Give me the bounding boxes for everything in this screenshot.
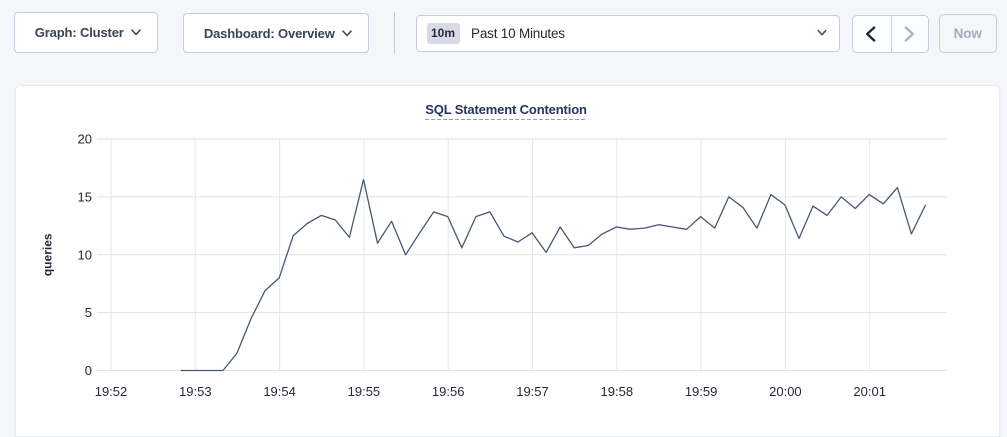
svg-text:19:54: 19:54 xyxy=(263,384,296,399)
svg-text:19:52: 19:52 xyxy=(95,384,128,399)
svg-text:19:58: 19:58 xyxy=(601,384,634,399)
svg-text:19:56: 19:56 xyxy=(432,384,465,399)
svg-text:19:55: 19:55 xyxy=(348,384,381,399)
svg-text:20: 20 xyxy=(78,132,92,147)
svg-text:19:59: 19:59 xyxy=(685,384,718,399)
svg-text:19:57: 19:57 xyxy=(516,384,549,399)
svg-text:10: 10 xyxy=(78,247,92,262)
svg-text:20:00: 20:00 xyxy=(769,384,802,399)
svg-text:queries: queries xyxy=(41,233,55,276)
svg-text:20:01: 20:01 xyxy=(853,384,886,399)
svg-text:5: 5 xyxy=(85,305,92,320)
svg-text:19:53: 19:53 xyxy=(179,384,212,399)
svg-text:0: 0 xyxy=(85,363,92,378)
svg-text:15: 15 xyxy=(78,189,92,204)
